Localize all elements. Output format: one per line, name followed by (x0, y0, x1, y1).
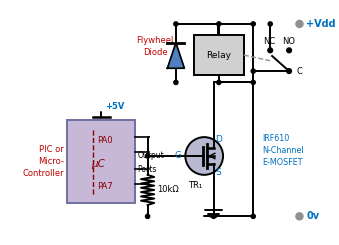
Circle shape (145, 214, 150, 219)
Text: 10kΩ: 10kΩ (157, 185, 179, 195)
Circle shape (174, 22, 178, 26)
Bar (67, 120, 135, 203)
Circle shape (295, 212, 304, 220)
Circle shape (174, 80, 178, 85)
Circle shape (217, 22, 221, 26)
Text: PA0: PA0 (97, 136, 113, 145)
Text: 0v: 0v (306, 211, 319, 221)
Text: Flywheel
Diode: Flywheel Diode (137, 36, 174, 57)
Circle shape (251, 80, 255, 85)
Text: +5V: +5V (105, 102, 124, 111)
Text: G: G (175, 151, 182, 160)
Circle shape (251, 69, 255, 73)
Circle shape (287, 69, 292, 74)
Text: μC: μC (91, 159, 105, 169)
Text: Output: Output (137, 151, 164, 160)
Circle shape (185, 137, 223, 175)
Text: IRF610
N-Channel
E-MOSFET: IRF610 N-Channel E-MOSFET (263, 134, 304, 167)
Text: TR₁: TR₁ (187, 182, 202, 190)
Text: Relay: Relay (206, 50, 231, 60)
Circle shape (212, 214, 216, 219)
Text: NC: NC (263, 37, 275, 46)
Text: Ports: Ports (137, 165, 157, 174)
Circle shape (251, 214, 255, 219)
Text: S: S (216, 169, 221, 177)
Circle shape (268, 48, 273, 53)
Polygon shape (167, 43, 184, 68)
Circle shape (251, 22, 255, 26)
Bar (194, 35, 244, 75)
Text: +Vdd: +Vdd (306, 19, 336, 29)
Text: D: D (216, 135, 222, 145)
Text: PA7: PA7 (97, 182, 113, 191)
Circle shape (287, 48, 292, 53)
Circle shape (217, 80, 221, 85)
Text: PIC or
Micro-
Controller: PIC or Micro- Controller (22, 145, 64, 178)
Text: C: C (297, 67, 302, 76)
Circle shape (268, 22, 272, 26)
Circle shape (295, 20, 304, 28)
Circle shape (145, 154, 150, 158)
Text: NO: NO (283, 37, 296, 46)
